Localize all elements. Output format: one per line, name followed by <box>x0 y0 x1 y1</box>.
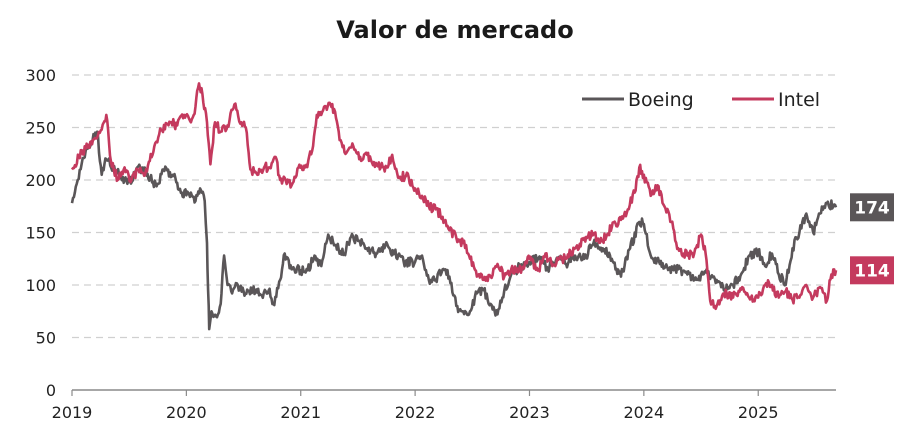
end-value-labels: 174 114 <box>850 193 894 285</box>
x-tick-label: 2024 <box>623 403 664 422</box>
legend: Boeing Intel <box>582 89 820 111</box>
y-axis-ticks: 0 50 100 150 200 250 300 <box>25 66 56 400</box>
series-lines <box>70 82 838 331</box>
legend-label-boeing: Boeing <box>628 89 694 111</box>
y-tick-label: 300 <box>25 66 56 85</box>
y-tick-label: 250 <box>25 119 56 138</box>
x-axis-ticks: 2019 2020 2021 2022 2023 2024 2025 <box>52 390 779 422</box>
end-label-box-boeing <box>850 193 894 222</box>
x-tick-label: 2021 <box>280 403 321 422</box>
x-tick-label: 2022 <box>395 403 436 422</box>
y-tick-label: 150 <box>25 224 56 243</box>
x-tick-label: 2020 <box>166 403 207 422</box>
end-label-intel: 114 <box>854 261 890 281</box>
series-line-intel <box>70 82 838 311</box>
y-tick-label: 200 <box>25 171 56 190</box>
end-label-boeing: 174 <box>854 198 890 218</box>
end-label-box-intel <box>850 256 894 285</box>
y-tick-label: 100 <box>25 276 56 295</box>
y-tick-label: 50 <box>36 329 56 348</box>
chart-title: Valor de mercado <box>336 16 573 44</box>
x-tick-label: 2025 <box>738 403 779 422</box>
x-tick-label: 2023 <box>509 403 550 422</box>
x-tick-label: 2019 <box>52 403 93 422</box>
y-tick-label: 0 <box>46 381 56 400</box>
legend-label-intel: Intel <box>778 89 820 111</box>
